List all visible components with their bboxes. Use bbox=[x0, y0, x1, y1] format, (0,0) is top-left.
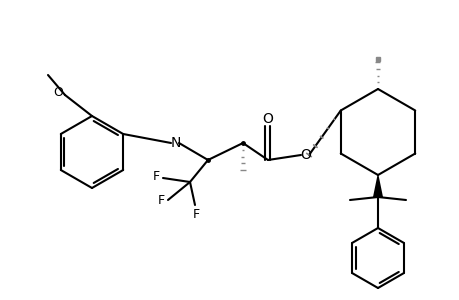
Polygon shape bbox=[372, 175, 382, 197]
Text: N: N bbox=[170, 136, 181, 150]
Text: F: F bbox=[192, 208, 199, 221]
Text: F: F bbox=[152, 170, 160, 184]
Text: O: O bbox=[300, 148, 311, 162]
Text: O: O bbox=[53, 85, 63, 98]
Text: F: F bbox=[157, 194, 165, 206]
Text: O: O bbox=[262, 112, 273, 126]
